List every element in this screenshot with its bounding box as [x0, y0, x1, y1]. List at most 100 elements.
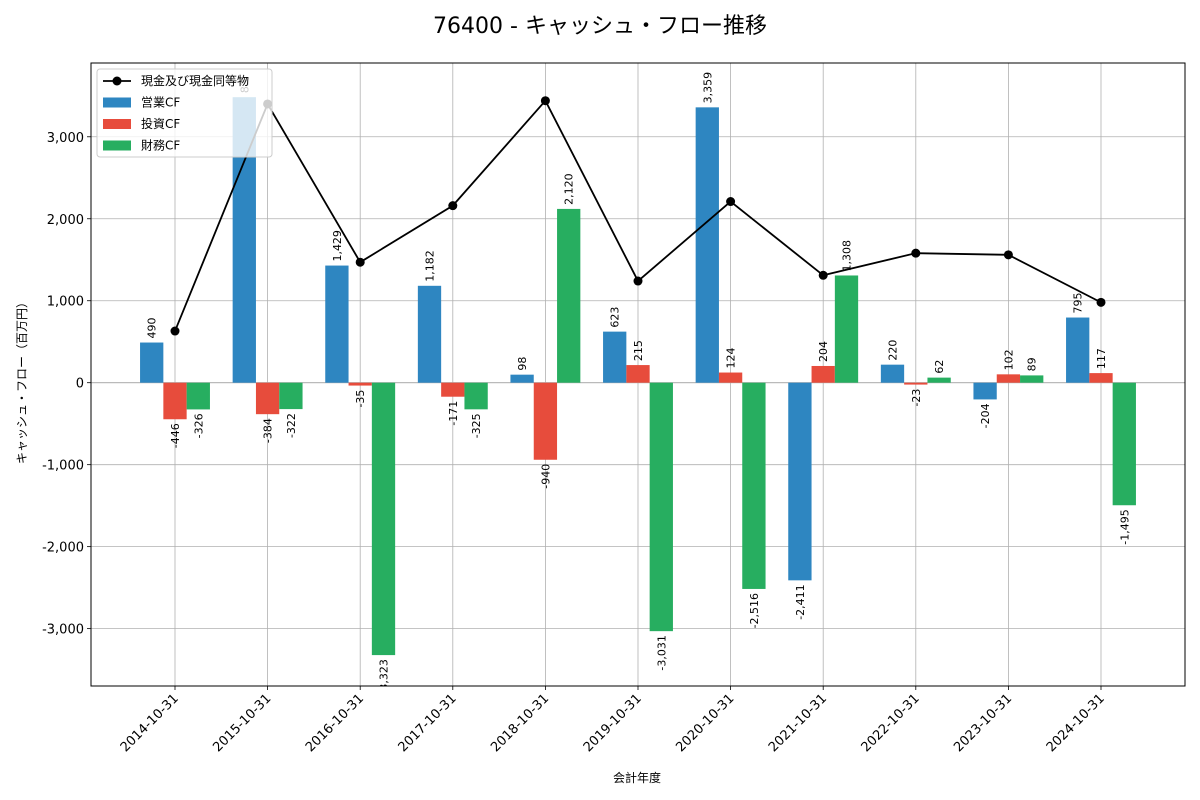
bar-value-label: 124 [725, 348, 738, 369]
bar-value-label: 204 [817, 341, 830, 362]
cash-point [911, 248, 921, 258]
bar-investing [626, 365, 650, 383]
cash-point [1003, 250, 1013, 260]
x-tick-label: 2024-10-31 [1044, 691, 1108, 755]
bar-financing [464, 382, 488, 410]
bar-value-label: 795 [1072, 293, 1085, 314]
bar-investing [348, 382, 372, 386]
y-tick-label: 3,000 [47, 131, 84, 146]
bar-operating [973, 382, 997, 400]
bar-operating [417, 285, 442, 383]
bar-operating [325, 265, 349, 383]
bar-operating [880, 364, 905, 383]
bar-value-label: -940 [539, 464, 552, 489]
cash-point [633, 276, 643, 286]
bar-financing [1112, 382, 1136, 506]
cash-point [448, 201, 458, 211]
bar-value-label: -384 [262, 418, 275, 443]
bar-value-label: -2,516 [748, 593, 761, 628]
bar-value-label: 1,182 [424, 250, 437, 282]
bar-operating [510, 374, 534, 383]
line-layer [170, 96, 1106, 336]
bar-investing [163, 382, 187, 420]
cash-point [355, 257, 365, 267]
x-tick-label: 2019-10-31 [581, 691, 645, 755]
y-axis-label: キャッシュ・フロー（百万円） [15, 296, 29, 464]
bar-value-label: 623 [609, 307, 622, 328]
bar-operating [695, 107, 719, 383]
x-tick-label: 2017-10-31 [396, 691, 460, 755]
bar-investing [255, 382, 280, 415]
y-tick-label: -3,000 [42, 623, 84, 638]
bar-value-label: -23 [910, 389, 923, 407]
bar-value-label: -204 [979, 403, 992, 428]
bar-value-label: 89 [1026, 357, 1039, 371]
y-tick-label: 0 [76, 377, 84, 392]
y-tick-label: 2,000 [47, 213, 84, 228]
legend-label: 営業CF [141, 96, 180, 110]
legend-box [96, 68, 273, 158]
bar-value-label: -2,411 [794, 584, 807, 619]
bar-investing [441, 382, 465, 397]
legend-bar-swatch [103, 97, 131, 108]
bar-financing [279, 382, 303, 410]
bar-value-label: 490 [146, 318, 159, 339]
bar-value-label: 220 [887, 340, 900, 361]
bar-value-label: -35 [354, 390, 367, 408]
bar-financing [742, 382, 766, 589]
legend-bar-swatch [103, 140, 131, 151]
bar-investing [533, 382, 558, 460]
bar-investing [811, 365, 835, 383]
bar-value-label: 102 [1002, 349, 1015, 370]
bar-financing [649, 382, 673, 632]
cash-point [1096, 297, 1106, 307]
legend-label: 現金及び現金同等物 [141, 73, 249, 88]
cash-point [540, 96, 550, 106]
x-tick-label: 2018-10-31 [488, 691, 552, 755]
y-tick-label: -2,000 [42, 541, 84, 556]
x-axis-label: 会計年度 [613, 770, 661, 785]
x-tick-label: 2016-10-31 [303, 691, 367, 755]
bar-value-label: 215 [632, 340, 645, 361]
bar-value-label: 98 [516, 357, 529, 371]
bar-investing [718, 372, 743, 383]
chart-title: 76400 - キャッシュ・フロー推移 [433, 14, 767, 39]
bar-operating [232, 97, 256, 383]
bar-financing [834, 275, 859, 383]
bar-value-label: -322 [285, 413, 298, 438]
legend-label: 投資CF [141, 116, 180, 131]
cash-point [726, 197, 736, 207]
legend-line-marker [112, 76, 122, 86]
bar-value-label: -446 [169, 423, 182, 448]
plot-frame [90, 62, 1186, 687]
x-tick-label: 2014-10-31 [118, 691, 182, 755]
bar-value-label: -3,031 [655, 635, 668, 670]
bar-value-label: 3,359 [701, 72, 714, 104]
bar-financing [371, 382, 396, 656]
bar-financing [557, 208, 581, 383]
bar-value-label: 62 [933, 360, 946, 374]
bar-value-label: 1,308 [841, 240, 854, 272]
cash-point [818, 270, 828, 280]
bar-financing [1020, 375, 1044, 383]
bar-operating [140, 342, 164, 383]
bar-investing [1089, 373, 1113, 383]
axes-layer: -3,000 -2,000 -1,000 0 1,000 2,000 3,000 2014-1… [42, 62, 1186, 755]
x-tick-label: 2021-10-31 [766, 691, 830, 755]
x-tick-label: 2023-10-31 [951, 691, 1015, 755]
bar-operating [603, 331, 627, 383]
x-tick-label: 2022-10-31 [859, 691, 923, 755]
bar-value-label: -325 [470, 413, 483, 438]
labels-layer: 490831,4291,182986233,359-2,411220-20479… [146, 72, 1132, 694]
bar-investing [996, 374, 1021, 383]
bar-financing [186, 382, 210, 410]
bar-value-label: -3,323 [378, 659, 391, 694]
bar-operating [1066, 317, 1090, 383]
legend-bar-swatch [103, 119, 131, 129]
bar-value-label: 2,120 [563, 173, 576, 205]
bar-value-label: 117 [1095, 348, 1108, 369]
y-tick-label: -1,000 [42, 459, 84, 474]
bar-investing [904, 382, 928, 385]
